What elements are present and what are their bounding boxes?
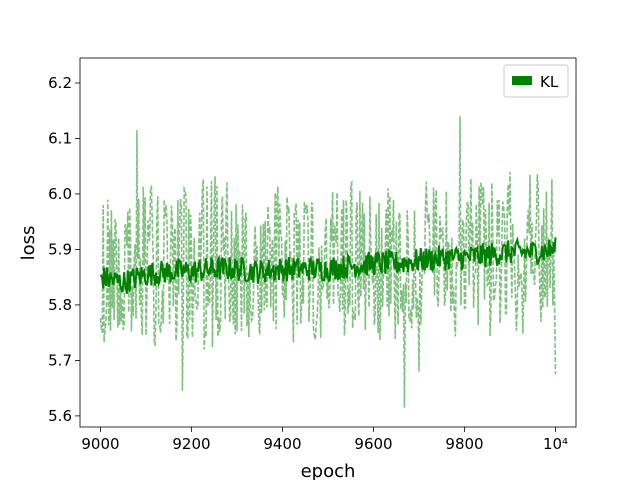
y-tick-label: 6.0	[48, 185, 72, 203]
plot-frame	[79, 57, 577, 428]
x-tick-label: 10⁴	[543, 435, 568, 453]
x-tick-label: 9800	[445, 435, 483, 453]
legend-label-kl: KL	[540, 73, 559, 91]
y-axis: 5.6 5.7 5.8 5.9 6.0 6.1 6.2	[48, 74, 80, 425]
y-axis-label: loss	[18, 226, 39, 261]
x-tick-label: 9000	[81, 435, 119, 453]
y-tick-label: 5.9	[48, 240, 72, 258]
y-tick-label: 6.2	[48, 74, 72, 92]
kl-series-layer	[99, 236, 557, 294]
legend-box	[503, 64, 569, 98]
x-axis: 9000 9200 9400 9600 9800 10⁴	[81, 427, 568, 453]
legend-swatch-kl	[512, 76, 532, 85]
legend: KL	[503, 64, 569, 98]
x-axis-label: epoch	[301, 461, 356, 480]
x-tick-label: 9600	[354, 435, 392, 453]
y-tick-label: 5.7	[48, 351, 72, 369]
y-tick-label: 5.8	[48, 296, 72, 314]
y-tick-label: 6.1	[48, 129, 72, 147]
kl-series-line	[99, 236, 557, 294]
x-tick-label: 9400	[263, 435, 301, 453]
x-tick-label: 9200	[172, 435, 210, 453]
y-tick-label: 5.6	[48, 407, 72, 425]
